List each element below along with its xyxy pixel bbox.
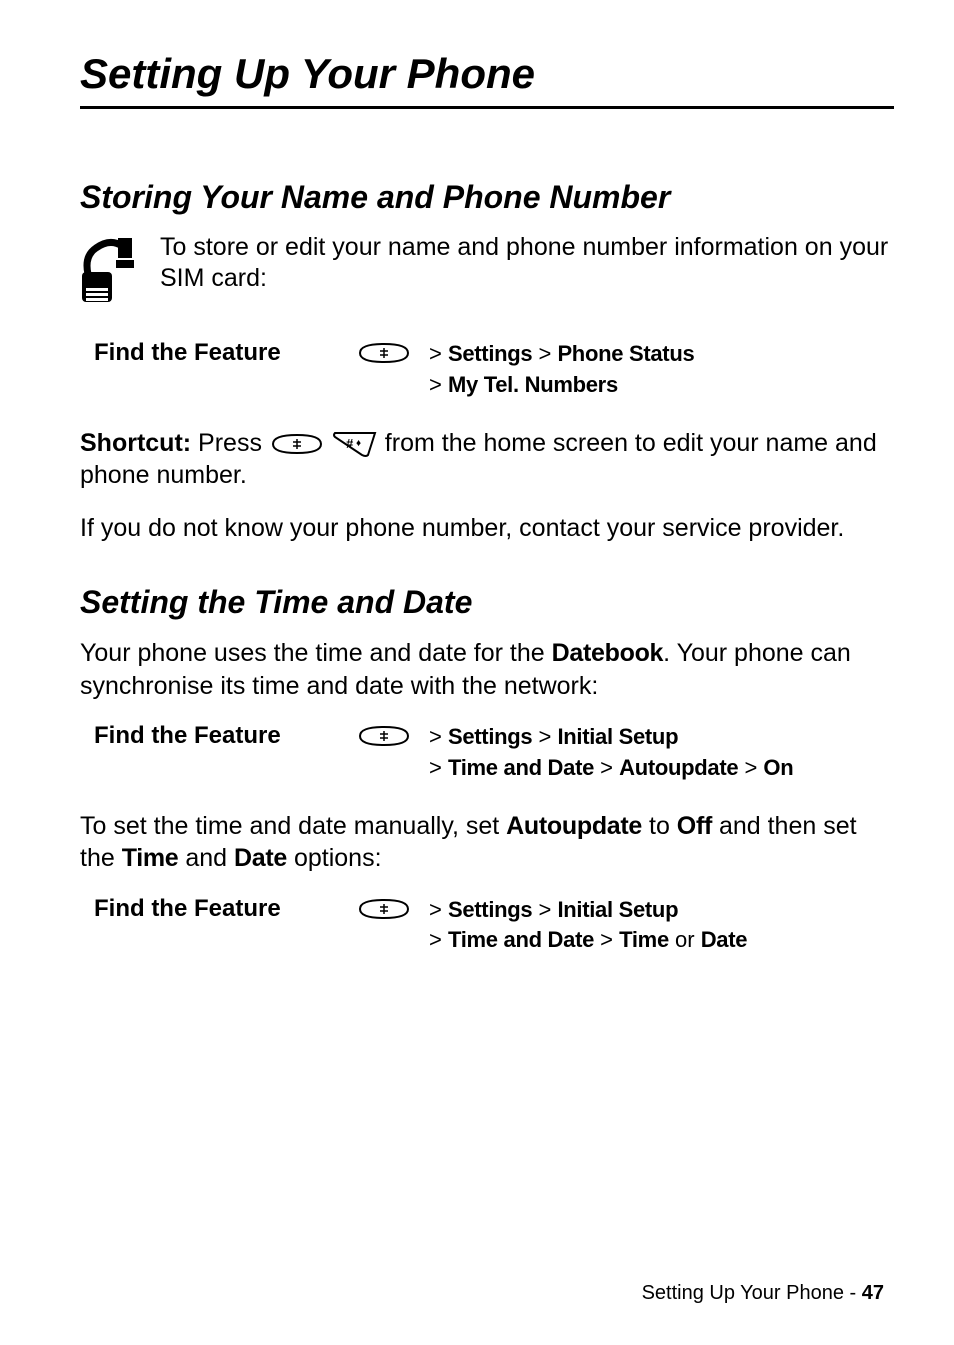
manual-mid: and: [178, 844, 234, 872]
shortcut-pre: Press: [191, 429, 269, 457]
manual-date: Date: [234, 844, 287, 872]
feature-block-mytel: Find the Feature > Settings > Phone Stat…: [94, 339, 894, 401]
manual-paragraph: To set the time and date manually, set A…: [80, 810, 894, 875]
nav-sep: >: [532, 897, 557, 922]
manual-autoupdate: Autoupdate: [506, 812, 642, 840]
nav-sep: >: [738, 755, 763, 780]
nav-settings: Settings: [448, 897, 532, 922]
nav-sep: >: [532, 724, 557, 749]
intro-row: To store or edit your name and phone num…: [80, 232, 894, 311]
menu-key-icon: [349, 722, 419, 748]
nav-sep: >: [594, 755, 619, 780]
find-feature-label: Find the Feature: [94, 895, 339, 923]
nav-my-tel-numbers: My Tel. Numbers: [448, 372, 618, 397]
find-feature-label: Find the Feature: [94, 722, 339, 750]
svg-text:#: #: [346, 436, 354, 451]
page-number: 47: [862, 1282, 884, 1304]
nav-date: Date: [701, 927, 748, 952]
nav-sep: >: [429, 755, 448, 780]
timedate-intro: Your phone uses the time and date for th…: [80, 637, 894, 702]
nav-time: Time: [619, 927, 669, 952]
section-heading-timedate: Setting the Time and Date: [80, 584, 894, 621]
manual-mid: to: [642, 812, 677, 840]
nav-phone-status: Phone Status: [557, 341, 694, 366]
page-footer: Setting Up Your Phone - 47: [642, 1282, 884, 1305]
nav-or: or: [669, 927, 701, 952]
manual-time: Time: [122, 844, 179, 872]
manual-off: Off: [677, 812, 712, 840]
nav-time-and-date: Time and Date: [448, 755, 594, 780]
page-title: Setting Up Your Phone: [80, 50, 894, 109]
intro-pre: Your phone uses the time and date for th…: [80, 639, 552, 667]
nav-path-mytel: > Settings > Phone Status > My Tel. Numb…: [429, 339, 694, 401]
datebook-label: Datebook: [552, 639, 664, 667]
menu-key-icon: [349, 339, 419, 365]
nav-sep: >: [429, 724, 448, 749]
shortcut-paragraph: Shortcut: Press #♦ from the home screen …: [80, 427, 894, 492]
nav-sep: >: [429, 897, 448, 922]
manual-post: options:: [287, 844, 382, 872]
sim-card-icon: [80, 236, 142, 311]
menu-key-icon: [269, 429, 325, 457]
manual-pre: To set the time and date manually, set: [80, 812, 506, 840]
nav-on: On: [763, 755, 793, 780]
nav-autoupdate: Autoupdate: [619, 755, 738, 780]
feature-block-time-or-date: Find the Feature > Settings > Initial Se…: [94, 895, 894, 957]
menu-key-icon: [349, 895, 419, 921]
nav-settings: Settings: [448, 724, 532, 749]
nav-settings: Settings: [448, 341, 532, 366]
section-heading-storing: Storing Your Name and Phone Number: [80, 179, 894, 216]
note-paragraph: If you do not know your phone number, co…: [80, 512, 894, 545]
nav-sep: >: [429, 372, 448, 397]
intro-text: To store or edit your name and phone num…: [160, 232, 894, 295]
svg-text:♦: ♦: [356, 438, 361, 449]
nav-sep: >: [594, 927, 619, 952]
feature-block-autoupdate: Find the Feature > Settings > Initial Se…: [94, 722, 894, 784]
footer-label: Setting Up Your Phone -: [642, 1282, 862, 1304]
nav-sep: >: [532, 341, 557, 366]
nav-path-time-or-date: > Settings > Initial Setup > Time and Da…: [429, 895, 747, 957]
nav-sep: >: [429, 927, 448, 952]
nav-time-and-date: Time and Date: [448, 927, 594, 952]
nav-sep: >: [429, 341, 448, 366]
shortcut-label: Shortcut:: [80, 429, 191, 457]
find-feature-label: Find the Feature: [94, 339, 339, 367]
hash-key-icon: #♦: [332, 429, 378, 457]
nav-path-autoupdate: > Settings > Initial Setup > Time and Da…: [429, 722, 793, 784]
nav-initial-setup: Initial Setup: [557, 897, 678, 922]
nav-initial-setup: Initial Setup: [557, 724, 678, 749]
